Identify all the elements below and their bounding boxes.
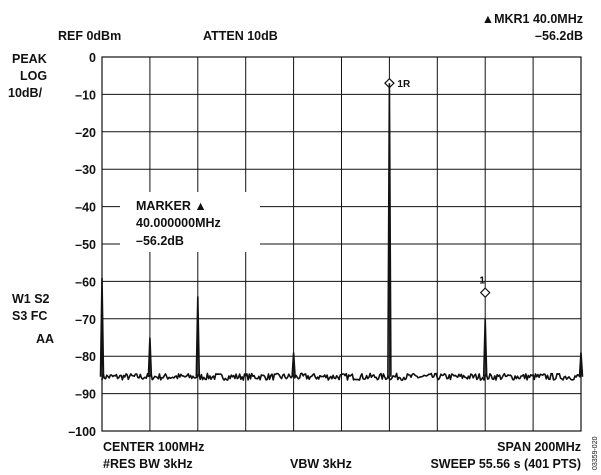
y-tick-label: –70	[75, 313, 96, 327]
span-label: SPAN 200MHz	[497, 440, 581, 454]
marker-group: 1R 1	[384, 77, 491, 298]
y-tick-label: –100	[68, 425, 96, 439]
y-tick-label: –10	[75, 88, 96, 102]
spur-peak	[99, 277, 105, 377]
scale-div-label: 10dB/	[8, 86, 43, 100]
y-tick-label: –40	[75, 201, 96, 215]
scale-type-label: LOG	[20, 69, 47, 83]
trace-info-line2: S3 FC	[12, 309, 47, 323]
res-bw-label: #RES BW 3kHz	[103, 457, 193, 471]
attenuation-label: ATTEN 10dB	[203, 29, 278, 43]
y-tick-labels: 0 –10 –20 –30 –40 –50 –60 –70 –80 –90 –100	[68, 51, 96, 439]
marker-box-background	[120, 192, 260, 252]
marker-box-frequency: 40.000000MHz	[136, 216, 221, 230]
y-tick-label: –90	[75, 388, 96, 402]
marker-label: 1R	[397, 79, 411, 90]
marker-box-amplitude: –56.2dB	[136, 234, 184, 248]
y-tick-label: –20	[75, 126, 96, 140]
spur-peak	[195, 296, 201, 377]
spur-peak	[578, 352, 584, 377]
spur-peak	[147, 337, 153, 377]
spectrum-trace	[101, 372, 582, 381]
y-tick-label: –80	[75, 350, 96, 364]
trace-info-line3: AA	[36, 332, 54, 346]
spur-peak	[482, 318, 488, 377]
trace-info-line1: W1 S2	[12, 292, 50, 306]
vbw-label: VBW 3kHz	[290, 457, 352, 471]
figure-id: 03359-020	[592, 436, 599, 470]
spur-peak	[291, 352, 296, 377]
y-tick-label: –30	[75, 163, 96, 177]
detector-label: PEAK	[12, 52, 47, 66]
y-tick-label: –60	[75, 275, 96, 289]
ref-level-label: REF 0dBm	[58, 29, 121, 43]
y-tick-label: 0	[89, 51, 96, 65]
y-tick-label: –50	[75, 238, 96, 252]
marker-readout-amplitude: –56.2dB	[535, 29, 583, 43]
spur-peak	[387, 83, 392, 377]
marker-diamond-icon	[479, 287, 491, 298]
center-frequency-label: CENTER 100MHz	[103, 440, 204, 454]
marker-readout-frequency: ▲MKR1 40.0MHz	[482, 12, 583, 26]
sweep-label: SWEEP 55.56 s (401 PTS)	[430, 457, 581, 471]
marker-box-title: MARKER ▲	[136, 199, 207, 213]
marker-label: 1	[479, 276, 485, 287]
